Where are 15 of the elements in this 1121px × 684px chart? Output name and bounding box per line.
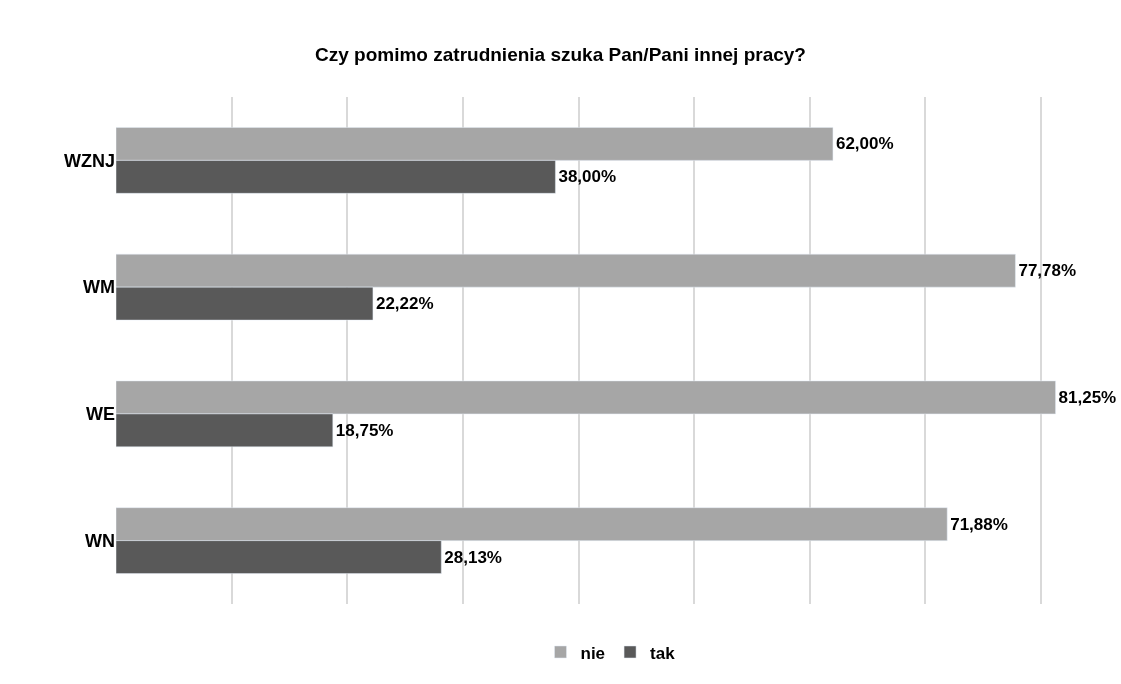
y-tick-label: WE	[86, 404, 115, 425]
data-label: 18,75%	[335, 420, 394, 440]
data-label: 22,22%	[375, 294, 434, 314]
data-label: 81,25%	[1058, 387, 1117, 407]
data-label: 28,13%	[444, 547, 502, 567]
y-tick-label: WM	[83, 277, 115, 298]
y-tick-label: WN	[85, 530, 115, 551]
data-label: 77,78%	[1018, 261, 1077, 281]
data-label: 38,00%	[558, 167, 617, 187]
legend-label: nie	[580, 643, 606, 663]
data-label: 62,00%	[835, 134, 894, 154]
data-label: 71,88%	[950, 514, 1008, 534]
chart-title: Czy pomimo zatrudnienia szuka Pan/Pani innej pracy?	[315, 44, 806, 66]
y-tick-label: WZNJ	[64, 150, 115, 171]
legend-label: tak	[650, 643, 676, 663]
